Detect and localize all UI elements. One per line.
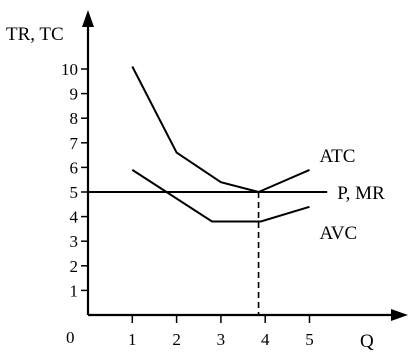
x-axis-arrow-icon bbox=[391, 309, 408, 321]
atc-label: ATC bbox=[320, 146, 356, 167]
y-tick-label: 6 bbox=[70, 158, 79, 177]
x-tick-label: 2 bbox=[172, 330, 181, 349]
y-tick-label: 7 bbox=[70, 134, 79, 153]
ticks: 1 2 3 4 5 6 7 8 9 10 1 2 3 4 5 bbox=[61, 60, 314, 349]
y-tick-label: 8 bbox=[70, 109, 79, 128]
y-tick-label: 3 bbox=[70, 232, 79, 251]
y-tick-label: 10 bbox=[61, 60, 78, 79]
x-tick-label: 5 bbox=[305, 330, 314, 349]
x-tick-label: 4 bbox=[261, 330, 270, 349]
x-tick-label: 1 bbox=[128, 330, 137, 349]
origin-label: 0 bbox=[66, 328, 75, 347]
x-axis-title: Q bbox=[360, 331, 374, 352]
y-tick-label: 2 bbox=[70, 257, 79, 276]
y-tick-label: 9 bbox=[70, 85, 79, 104]
y-tick-label: 5 bbox=[70, 183, 79, 202]
curves: ATC AVC P, MR bbox=[88, 66, 385, 315]
atc-curve bbox=[131, 66, 310, 194]
axes bbox=[82, 10, 408, 321]
x-tick-label: 3 bbox=[217, 330, 226, 349]
y-axis-title: TR, TC bbox=[6, 24, 64, 45]
y-tick-label: 4 bbox=[70, 208, 79, 227]
avc-curve bbox=[131, 169, 310, 223]
y-axis-arrow-icon bbox=[82, 10, 94, 27]
y-tick-label: 1 bbox=[70, 281, 79, 300]
avc-label: AVC bbox=[320, 223, 358, 244]
p-mr-label: P, MR bbox=[337, 183, 385, 204]
